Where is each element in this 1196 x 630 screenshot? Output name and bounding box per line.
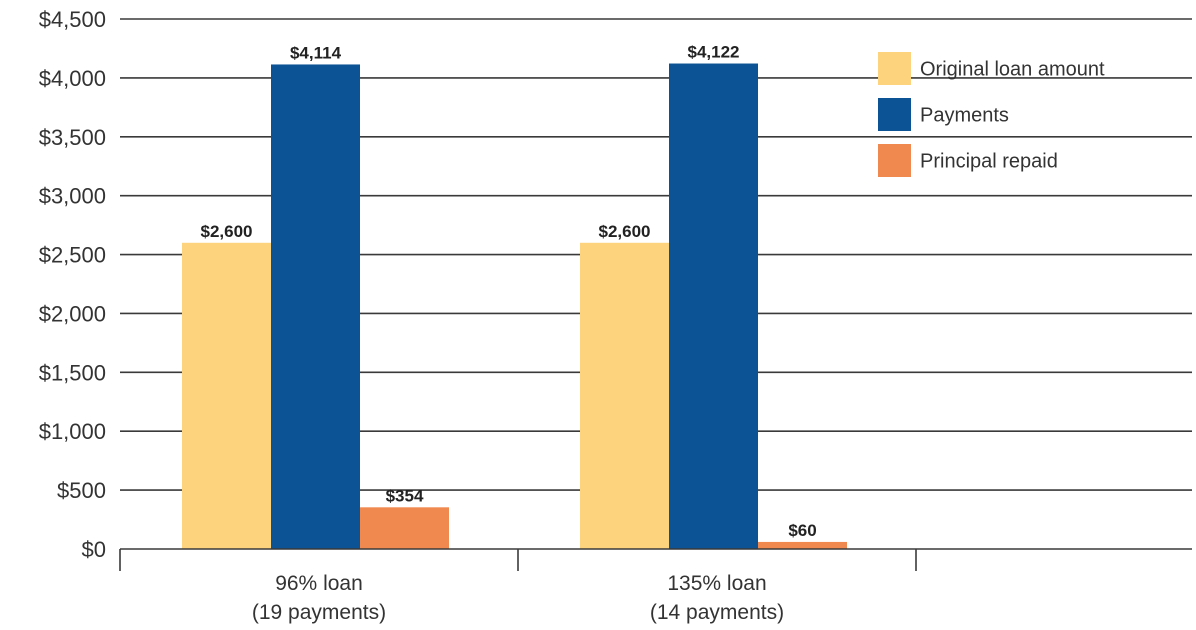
y-tick-label: $1,500 [39, 360, 106, 385]
data-label: $354 [386, 486, 424, 505]
legend-label: Payments [920, 105, 1009, 127]
data-label: $2,600 [599, 222, 651, 241]
legend-label: Original loan amount [920, 59, 1105, 81]
bars [182, 63, 847, 550]
y-axis-ticks: $0 $500 $1,000 $1,500 $2,000 $2,500 $3,000 $3,5… [39, 7, 106, 562]
y-tick-label: $500 [57, 478, 106, 503]
data-label: $4,114 [290, 43, 342, 62]
bar-principal-repaid [758, 541, 847, 549]
legend: Original loan amount Payments Principal re… [878, 52, 1105, 177]
category-label: 96% loan [275, 572, 363, 595]
y-tick-label: $1,000 [39, 419, 106, 444]
data-label: $2,600 [201, 222, 253, 241]
category-label: (14 payments) [650, 601, 784, 624]
category-labels: 96% loan (19 payments) 135% loan (14 paymen… [252, 572, 784, 624]
y-tick-label: $4,000 [39, 66, 106, 91]
y-tick-label: $3,500 [39, 125, 106, 150]
legend-swatch [878, 144, 911, 177]
data-label: $60 [788, 521, 816, 540]
y-tick-label: $0 [82, 537, 106, 562]
bar-payments [271, 64, 360, 549]
legend-swatch [878, 52, 911, 85]
bar-principal-repaid [360, 507, 449, 549]
y-tick-label: $2,000 [39, 301, 106, 326]
bar-payments [669, 63, 758, 550]
data-label: $4,122 [688, 43, 740, 62]
y-tick-label: $4,500 [39, 7, 106, 32]
y-tick-label: $3,000 [39, 184, 106, 209]
bar-original-loan [182, 242, 271, 549]
bar-original-loan [580, 242, 669, 549]
data-labels: $2,600 $4,114 $354 $2,600 $4,122 $60 [201, 43, 817, 540]
legend-label: Principal repaid [920, 151, 1058, 173]
category-label: (19 payments) [252, 601, 386, 624]
category-label: 135% loan [667, 572, 766, 595]
legend-swatch [878, 98, 911, 131]
y-tick-label: $2,500 [39, 243, 106, 268]
x-axis [119, 548, 1192, 571]
